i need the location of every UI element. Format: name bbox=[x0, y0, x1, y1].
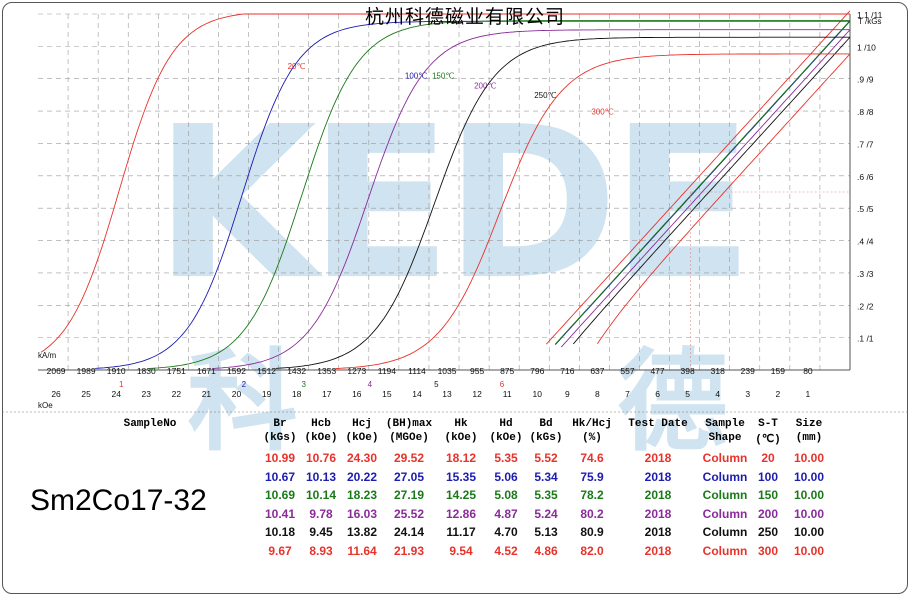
series-label-4: 250℃ bbox=[534, 91, 556, 100]
series-label-3: 200℃ bbox=[474, 81, 496, 90]
watermark-char-de: 德 bbox=[618, 338, 728, 466]
axis-unit-b: T /kGs bbox=[858, 17, 881, 26]
company-title: 杭州科德磁业有限公司 bbox=[364, 6, 565, 28]
tick-label-kam: 1035 bbox=[438, 366, 457, 376]
watermark-char-ke: 科 bbox=[188, 338, 298, 466]
tick-label-kam: 1751 bbox=[167, 366, 186, 376]
tick-label-koe: 4 bbox=[715, 389, 720, 399]
series-label-2: 150℃ bbox=[432, 72, 454, 81]
tick-label-koe: 20 bbox=[232, 389, 242, 399]
tick-label-koe: 2 bbox=[775, 389, 780, 399]
tick-label-b: .5 /5 bbox=[857, 204, 874, 214]
tick-label-kam: 716 bbox=[560, 366, 574, 376]
tick-label-kam: 1989 bbox=[77, 366, 96, 376]
normal-curve-2 bbox=[554, 20, 851, 345]
tick-label-b: .8 /8 bbox=[857, 107, 874, 117]
intrinsic-curve-0 bbox=[40, 13, 850, 353]
tick-label-koe: 13 bbox=[442, 389, 452, 399]
tick-label-b: .1 /1 bbox=[857, 334, 874, 344]
tick-label-kam: 1910 bbox=[107, 366, 126, 376]
tick-label-kam: 1830 bbox=[137, 366, 156, 376]
tick-label-koe: 25 bbox=[81, 389, 91, 399]
tick-label-kam: 2069 bbox=[47, 366, 66, 376]
tick-label-kam: 159 bbox=[771, 366, 785, 376]
tick-label-kam: 318 bbox=[711, 366, 725, 376]
tick-label-kam: 239 bbox=[741, 366, 755, 376]
series-label-0: 20℃ bbox=[288, 62, 306, 71]
tick-label-b: .9 /9 bbox=[857, 75, 874, 85]
series-label-1: 100℃ bbox=[405, 72, 427, 81]
tick-label-koe: 23 bbox=[142, 389, 152, 399]
tick-label-koe: 9 bbox=[565, 389, 570, 399]
tick-label-kam: 1592 bbox=[227, 366, 246, 376]
tick-label-b: .2 /2 bbox=[857, 301, 874, 311]
tick-label-kam: 955 bbox=[470, 366, 484, 376]
tick-label-koe: 12 bbox=[472, 389, 482, 399]
tick-label-kam: 637 bbox=[590, 366, 604, 376]
hcj-marker-0: 1 bbox=[119, 380, 124, 389]
tick-label-b: 1 /10 bbox=[857, 42, 876, 52]
tick-label-koe: 3 bbox=[745, 389, 750, 399]
normal-curve-0 bbox=[545, 10, 851, 345]
tick-label-b: 1.1 /11 bbox=[857, 10, 883, 20]
normal-curve-5 bbox=[597, 53, 851, 345]
tick-label-kam: 1273 bbox=[347, 366, 366, 376]
tick-label-kam: 875 bbox=[500, 366, 514, 376]
watermark-kede: KEDE bbox=[154, 81, 746, 326]
tick-label-koe: 19 bbox=[262, 389, 272, 399]
tick-label-koe: 8 bbox=[595, 389, 600, 399]
tick-label-kam: 1512 bbox=[257, 366, 276, 376]
hcj-marker-4: 5 bbox=[434, 380, 439, 389]
tick-label-kam: 1194 bbox=[378, 366, 397, 376]
tick-label-koe: 22 bbox=[172, 389, 182, 399]
intrinsic-curve-5 bbox=[335, 53, 850, 369]
tick-label-kam: 1671 bbox=[197, 366, 216, 376]
tick-label-koe: 11 bbox=[503, 389, 512, 399]
tick-label-kam: 796 bbox=[530, 366, 544, 376]
hcj-marker-5: 6 bbox=[500, 380, 505, 389]
sample-number: Sm2Co17-32 bbox=[30, 484, 207, 517]
tick-label-koe: 21 bbox=[202, 389, 212, 399]
tick-label-b: .6 /6 bbox=[857, 172, 874, 182]
normal-curve-4 bbox=[572, 36, 851, 345]
hcj-marker-1: 2 bbox=[242, 380, 247, 389]
hcj-marker-3: 4 bbox=[368, 380, 373, 389]
tick-label-kam: 1114 bbox=[408, 366, 426, 376]
tick-label-koe: 15 bbox=[382, 389, 392, 399]
axis-unit-kam: kA/m bbox=[38, 351, 57, 360]
tick-label-b: .3 /3 bbox=[857, 269, 874, 279]
tick-label-koe: 5 bbox=[685, 389, 690, 399]
intrinsic-curve-4 bbox=[275, 36, 850, 369]
series-label-5: 300℃ bbox=[591, 107, 613, 116]
tick-label-kam: 80 bbox=[803, 366, 813, 376]
tick-label-koe: 7 bbox=[625, 389, 630, 399]
intrinsic-curve-3 bbox=[212, 29, 850, 369]
hcj-marker-2: 3 bbox=[302, 380, 307, 389]
tick-label-b: .4 /4 bbox=[857, 237, 874, 247]
intrinsic-curve-2 bbox=[149, 20, 850, 369]
tick-label-koe: 10 bbox=[533, 389, 543, 399]
tick-label-koe: 16 bbox=[352, 389, 362, 399]
tick-label-koe: 24 bbox=[111, 389, 121, 399]
tick-label-kam: 557 bbox=[620, 366, 634, 376]
tick-label-kam: 398 bbox=[681, 366, 695, 376]
axis-unit-koe: kOe bbox=[38, 401, 53, 410]
normal-curve-3 bbox=[560, 29, 851, 348]
tick-label-koe: 26 bbox=[51, 389, 61, 399]
tick-label-kam: 1353 bbox=[317, 366, 336, 376]
tick-label-koe: 6 bbox=[655, 389, 660, 399]
tick-label-koe: 14 bbox=[412, 389, 422, 399]
tick-label-b: .7 /7 bbox=[857, 139, 874, 149]
tick-label-koe: 18 bbox=[292, 389, 302, 399]
tick-label-koe: 17 bbox=[322, 389, 332, 399]
tick-label-kam: 477 bbox=[650, 366, 664, 376]
tick-label-koe: 1 bbox=[806, 389, 811, 399]
tick-label-kam: 1432 bbox=[287, 366, 306, 376]
